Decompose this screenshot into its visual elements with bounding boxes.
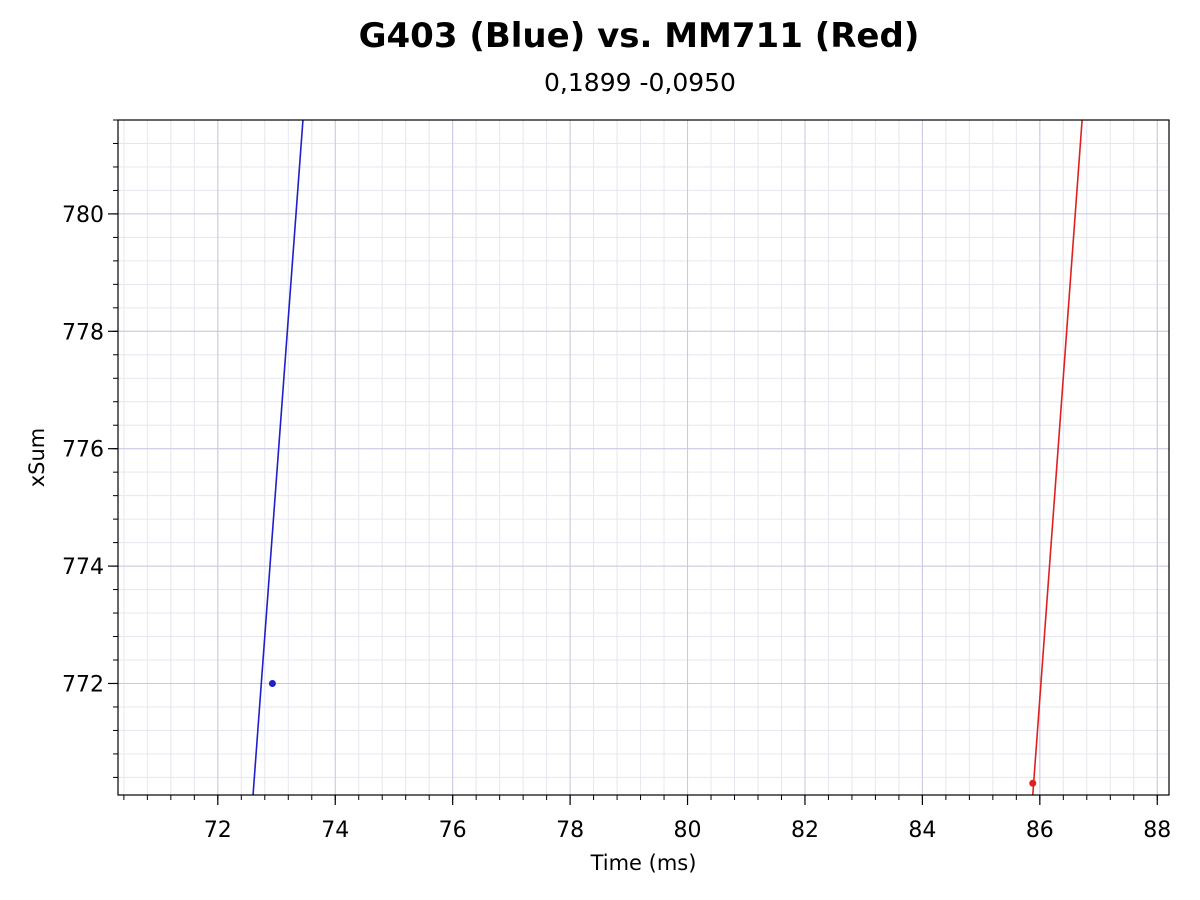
x-tick-label: 88: [1143, 818, 1171, 843]
x-tick-label: 78: [556, 818, 584, 843]
y-axis-label: xSum: [25, 428, 49, 488]
minor-grid: [118, 119, 1169, 795]
axes-layer: 72 74 76 78 80 82 84 86 88 772 774 776 778 780: [62, 119, 1171, 843]
chart-subtitle: 0,1899 -0,0950: [544, 68, 736, 97]
x-tick-label: 82: [791, 818, 819, 843]
series-line-0: [252, 120, 304, 795]
y-tick-label: 774: [62, 555, 104, 580]
plot-frame: [117, 119, 1170, 796]
chart-title: G403 (Blue) vs. MM711 (Red): [358, 16, 920, 56]
y-tick-label: 778: [62, 320, 104, 345]
series-point-1: [1029, 779, 1037, 787]
x-tick-label: 80: [674, 818, 702, 843]
x-axis-label: Time (ms): [590, 851, 697, 875]
series-point-0: [268, 679, 276, 687]
x-tick-label: 76: [439, 818, 467, 843]
x-tick-label: 84: [908, 818, 936, 843]
x-tick-label: 72: [204, 818, 232, 843]
y-tick-label: 780: [62, 203, 104, 228]
series-line-1: [1031, 120, 1083, 795]
y-tick-label: 772: [62, 672, 104, 697]
major-grid: [118, 120, 1169, 795]
series-layer: [252, 120, 1083, 795]
x-tick-label: 86: [1026, 818, 1054, 843]
x-tick-label: 74: [321, 818, 349, 843]
y-tick-label: 776: [62, 438, 104, 463]
